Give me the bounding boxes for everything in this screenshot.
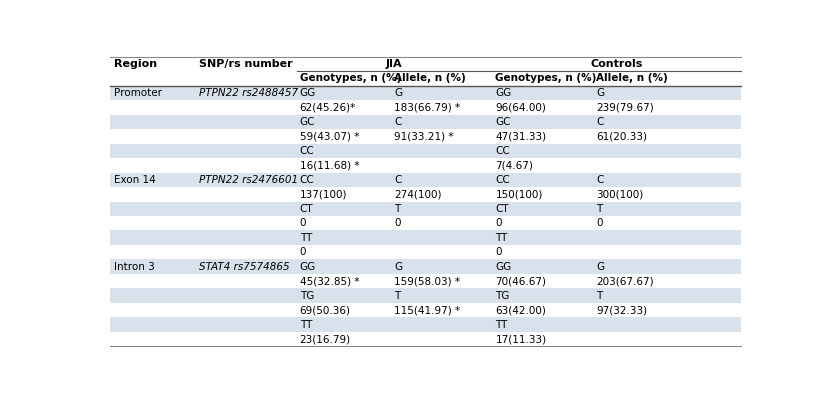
Text: 17(11.33): 17(11.33) xyxy=(495,334,547,344)
Text: Genotypes, n (%): Genotypes, n (%) xyxy=(300,73,401,84)
Text: 300(100): 300(100) xyxy=(597,189,644,199)
Text: Exon 14: Exon 14 xyxy=(114,175,155,185)
Text: GC: GC xyxy=(300,117,315,127)
Bar xyxy=(111,303,741,317)
Bar xyxy=(111,216,741,230)
Text: GG: GG xyxy=(495,88,512,98)
Text: GG: GG xyxy=(300,88,316,98)
Text: 239(79.67): 239(79.67) xyxy=(597,102,654,112)
Text: 150(100): 150(100) xyxy=(495,189,543,199)
Text: 0: 0 xyxy=(495,218,502,228)
Text: 97(32.33): 97(32.33) xyxy=(597,305,647,315)
Text: G: G xyxy=(395,262,402,272)
Text: Allele, n (%): Allele, n (%) xyxy=(597,73,668,84)
Bar xyxy=(111,100,741,114)
Text: G: G xyxy=(395,88,402,98)
Text: 16(11.68) *: 16(11.68) * xyxy=(300,160,359,170)
Text: 63(42.00): 63(42.00) xyxy=(495,305,546,315)
Text: CC: CC xyxy=(495,146,510,156)
Text: 0: 0 xyxy=(395,218,401,228)
Text: Controls: Controls xyxy=(591,59,643,69)
Text: 62(45.26)*: 62(45.26)* xyxy=(300,102,356,112)
Text: TT: TT xyxy=(300,320,312,329)
Bar xyxy=(111,173,741,187)
Bar xyxy=(111,144,741,158)
Text: Intron 3: Intron 3 xyxy=(114,262,155,272)
Text: GG: GG xyxy=(300,262,316,272)
Text: 0: 0 xyxy=(300,247,306,257)
Bar xyxy=(111,230,741,245)
Bar xyxy=(111,317,741,332)
Bar xyxy=(111,57,741,86)
Text: PTPN22 rs2476601: PTPN22 rs2476601 xyxy=(199,175,297,185)
Text: 96(64.00): 96(64.00) xyxy=(495,102,546,112)
Bar xyxy=(111,187,741,202)
Bar xyxy=(111,288,741,303)
Text: 115(41.97) *: 115(41.97) * xyxy=(395,305,460,315)
Text: 45(32.85) *: 45(32.85) * xyxy=(300,276,359,286)
Bar xyxy=(111,202,741,216)
Text: CC: CC xyxy=(300,146,314,156)
Bar xyxy=(111,86,741,100)
Bar xyxy=(111,129,741,144)
Text: 23(16.79): 23(16.79) xyxy=(300,334,351,344)
Text: 91(33.21) *: 91(33.21) * xyxy=(395,131,454,141)
Text: 0: 0 xyxy=(495,247,502,257)
Text: T: T xyxy=(395,291,401,301)
Text: TG: TG xyxy=(495,291,509,301)
Bar xyxy=(111,245,741,259)
Text: Allele, n (%): Allele, n (%) xyxy=(395,73,466,84)
Text: 183(66.79) *: 183(66.79) * xyxy=(395,102,460,112)
Text: T: T xyxy=(597,204,602,214)
Text: T: T xyxy=(597,291,602,301)
Text: TT: TT xyxy=(495,320,508,329)
Text: CC: CC xyxy=(495,175,510,185)
Text: Promoter: Promoter xyxy=(114,88,161,98)
Text: GC: GC xyxy=(495,117,511,127)
Text: CT: CT xyxy=(495,204,509,214)
Text: Region: Region xyxy=(114,59,157,69)
Text: G: G xyxy=(597,88,604,98)
Text: 7(4.67): 7(4.67) xyxy=(495,160,534,170)
Text: 137(100): 137(100) xyxy=(300,189,347,199)
Text: Genotypes, n (%): Genotypes, n (%) xyxy=(495,73,597,84)
Text: G: G xyxy=(597,262,604,272)
Text: C: C xyxy=(395,117,401,127)
Text: PTPN22 rs2488457: PTPN22 rs2488457 xyxy=(199,88,297,98)
Bar xyxy=(111,114,741,129)
Bar xyxy=(111,274,741,288)
Bar xyxy=(111,259,741,274)
Text: TT: TT xyxy=(300,233,312,243)
Bar xyxy=(111,332,741,346)
Text: SNP/rs number: SNP/rs number xyxy=(199,59,293,69)
Text: CC: CC xyxy=(300,175,314,185)
Text: 69(50.36): 69(50.36) xyxy=(300,305,351,315)
Text: C: C xyxy=(597,117,604,127)
Text: 0: 0 xyxy=(597,218,602,228)
Text: CT: CT xyxy=(300,204,313,214)
Text: JIA: JIA xyxy=(386,59,402,69)
Text: 274(100): 274(100) xyxy=(395,189,442,199)
Text: TG: TG xyxy=(300,291,314,301)
Text: STAT4 rs7574865: STAT4 rs7574865 xyxy=(199,262,289,272)
Text: 59(43.07) *: 59(43.07) * xyxy=(300,131,359,141)
Text: 61(20.33): 61(20.33) xyxy=(597,131,647,141)
Text: 0: 0 xyxy=(300,218,306,228)
Text: 159(58.03) *: 159(58.03) * xyxy=(395,276,460,286)
Text: 70(46.67): 70(46.67) xyxy=(495,276,546,286)
Text: T: T xyxy=(395,204,401,214)
Text: C: C xyxy=(395,175,401,185)
Text: GG: GG xyxy=(495,262,512,272)
Text: TT: TT xyxy=(495,233,508,243)
Text: C: C xyxy=(597,175,604,185)
Bar xyxy=(111,158,741,173)
Text: 203(67.67): 203(67.67) xyxy=(597,276,654,286)
Text: 47(31.33): 47(31.33) xyxy=(495,131,547,141)
